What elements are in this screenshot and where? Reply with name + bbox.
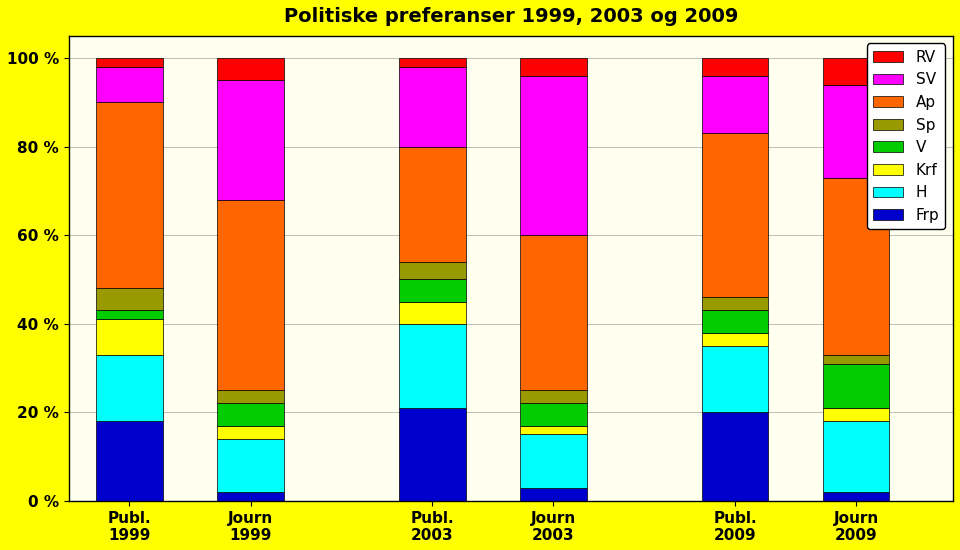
Bar — [520, 235, 587, 390]
Bar — [96, 288, 163, 310]
Bar — [96, 67, 163, 102]
Bar — [823, 421, 890, 492]
Bar — [96, 355, 163, 421]
Bar — [96, 102, 163, 288]
Bar — [702, 310, 768, 333]
Bar — [217, 58, 284, 80]
Bar — [702, 297, 768, 310]
Bar — [96, 58, 163, 67]
Bar — [399, 324, 466, 408]
Bar — [823, 355, 890, 364]
Bar — [520, 58, 587, 76]
Bar — [399, 408, 466, 501]
Bar — [399, 301, 466, 324]
Bar — [96, 421, 163, 501]
Bar — [399, 146, 466, 262]
Bar — [702, 58, 768, 76]
Bar — [823, 58, 890, 85]
Title: Politiske preferanser 1999, 2003 og 2009: Politiske preferanser 1999, 2003 og 2009 — [284, 7, 738, 26]
Bar — [823, 85, 890, 178]
Bar — [520, 404, 587, 426]
Bar — [399, 262, 466, 279]
Bar — [520, 434, 587, 488]
Bar — [702, 333, 768, 346]
Bar — [520, 76, 587, 235]
Bar — [217, 492, 284, 501]
Bar — [217, 390, 284, 404]
Bar — [823, 492, 890, 501]
Bar — [399, 58, 466, 67]
Bar — [520, 426, 587, 434]
Bar — [217, 80, 284, 200]
Bar — [823, 178, 890, 355]
Bar — [217, 404, 284, 426]
Bar — [823, 408, 890, 421]
Bar — [96, 320, 163, 355]
Bar — [399, 279, 466, 301]
Bar — [702, 76, 768, 133]
Bar — [217, 200, 284, 390]
Bar — [823, 364, 890, 408]
Bar — [520, 488, 587, 501]
Bar — [96, 310, 163, 320]
Legend: RV, SV, Ap, Sp, V, Krf, H, Frp: RV, SV, Ap, Sp, V, Krf, H, Frp — [867, 43, 946, 229]
Bar — [217, 426, 284, 439]
Bar — [702, 346, 768, 412]
Bar — [399, 67, 466, 146]
Bar — [702, 133, 768, 297]
Bar — [702, 412, 768, 501]
Bar — [520, 390, 587, 404]
Bar — [217, 439, 284, 492]
